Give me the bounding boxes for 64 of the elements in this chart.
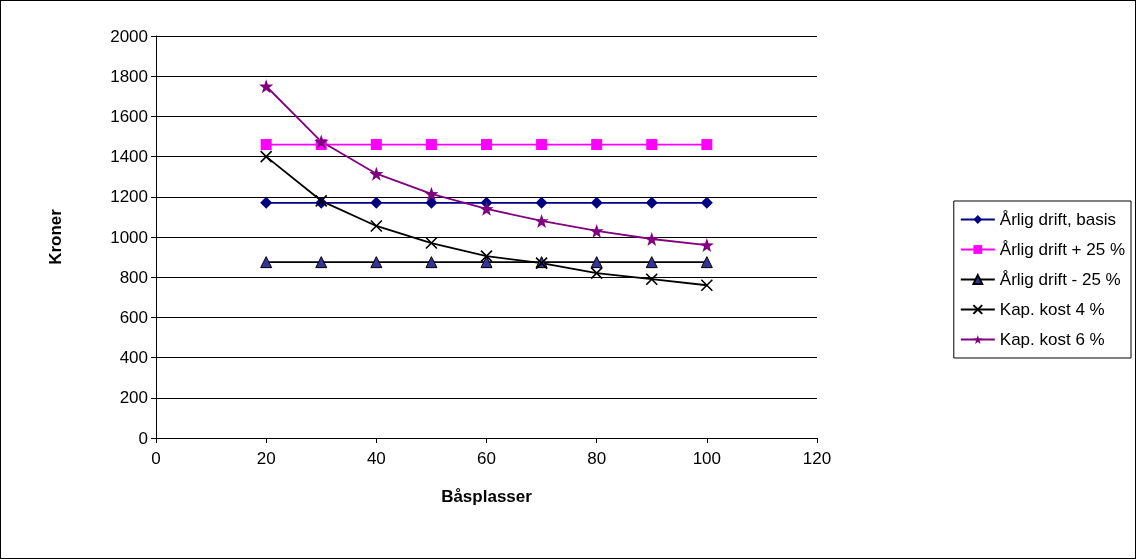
y-axis-title: Kroner xyxy=(46,208,65,265)
point xyxy=(591,139,603,151)
x-tick-label: 40 xyxy=(366,449,386,468)
point xyxy=(645,196,658,209)
y-tick-label: 1800 xyxy=(110,66,148,86)
legend-label: Årlig drift + 25 % xyxy=(999,240,1126,259)
y-tick-label: 0 xyxy=(138,428,148,448)
point xyxy=(425,256,438,269)
point xyxy=(590,256,603,269)
legend-label: Kap. kost 4 % xyxy=(999,300,1105,319)
point xyxy=(424,186,439,201)
point xyxy=(425,139,437,151)
y-tick-label: 2000 xyxy=(110,26,148,46)
point xyxy=(645,272,659,286)
point xyxy=(260,256,273,269)
point xyxy=(645,256,658,269)
point xyxy=(700,278,714,292)
y-tick-label: 400 xyxy=(119,348,148,368)
point xyxy=(644,232,659,247)
x-axis-title: Båsplasser xyxy=(441,487,533,506)
point xyxy=(590,266,603,280)
point xyxy=(700,256,713,269)
y-tick-label: 200 xyxy=(119,388,148,408)
y-tick-label: 1000 xyxy=(110,227,148,247)
point xyxy=(480,249,493,263)
x-tick-label: 60 xyxy=(477,449,496,468)
y-tick-label: 1200 xyxy=(110,187,148,207)
point xyxy=(534,213,549,228)
y-tick-label: 600 xyxy=(119,307,148,327)
point xyxy=(481,139,492,151)
point xyxy=(700,196,713,209)
point xyxy=(479,201,494,216)
point xyxy=(369,166,384,181)
point xyxy=(425,236,438,250)
point xyxy=(370,219,383,233)
y-tick-label: 800 xyxy=(119,267,148,287)
x-tick-label: 100 xyxy=(692,449,722,468)
point xyxy=(315,256,328,269)
x-tick-label: 20 xyxy=(256,449,276,468)
point xyxy=(370,256,383,269)
point xyxy=(646,139,658,151)
point xyxy=(536,139,548,151)
legend-label: Kap. kost 6 % xyxy=(999,330,1105,349)
point xyxy=(425,196,438,209)
point xyxy=(589,223,604,238)
point xyxy=(370,196,383,209)
y-tick-label: 1400 xyxy=(110,147,148,167)
point xyxy=(701,139,713,151)
point xyxy=(590,196,603,209)
point xyxy=(480,256,493,269)
legend-label: Årlig drift, basis xyxy=(999,210,1117,229)
x-tick-label: 0 xyxy=(151,449,161,468)
point xyxy=(314,134,329,149)
point xyxy=(259,150,273,163)
point xyxy=(260,139,272,151)
point xyxy=(370,139,382,151)
point xyxy=(259,79,274,94)
x-tick-label: 80 xyxy=(587,449,607,468)
x-tick-label: 120 xyxy=(802,449,832,468)
legend-label: Årlig drift - 25 % xyxy=(999,270,1121,289)
point xyxy=(260,196,273,209)
y-tick-label: 1600 xyxy=(110,106,148,126)
point xyxy=(535,196,548,209)
point xyxy=(699,238,714,253)
